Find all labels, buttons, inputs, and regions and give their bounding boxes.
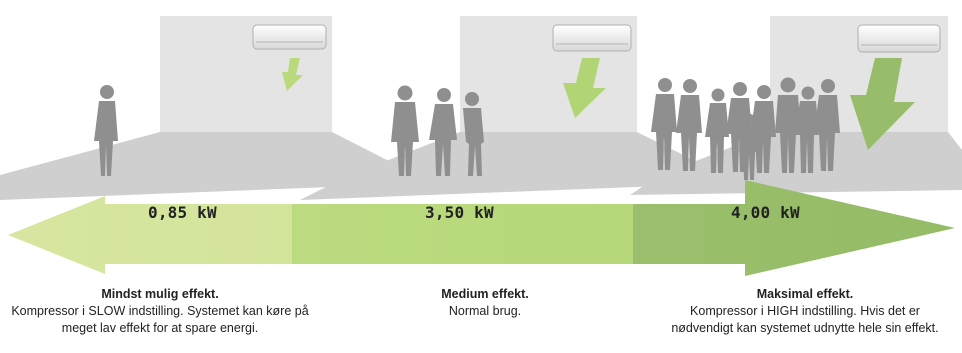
description-line: meget lav effekt for at spare energi.	[61, 321, 259, 335]
description-high: Maksimal effekt. Kompressor i HIGH indst…	[652, 286, 958, 337]
room-medium	[300, 16, 740, 200]
people-room-high	[651, 77, 840, 180]
description-line: Kompressor i SLOW indstilling. Systemet …	[11, 304, 309, 318]
air-conditioner-icon	[857, 24, 941, 53]
description-medium: Medium effekt. Normal brug.	[385, 286, 585, 320]
person-silhouette-icon	[775, 77, 801, 173]
power-value-slow: 0,85 kW	[148, 203, 217, 222]
air-conditioner-icon	[552, 24, 632, 52]
description-line: Normal brug.	[448, 304, 522, 318]
airflow-arrow-icon	[850, 58, 915, 150]
person-silhouette-icon	[814, 79, 840, 171]
person-silhouette-icon	[795, 86, 819, 173]
person-silhouette-icon	[739, 114, 759, 180]
person-silhouette-icon	[463, 92, 484, 176]
person-silhouette-icon	[429, 88, 457, 176]
airflow-arrow-icon	[282, 58, 303, 91]
person-silhouette-icon	[705, 88, 729, 173]
people-room-slow	[94, 85, 118, 176]
description-line: Kompressor i HIGH indstilling. Hvis det …	[690, 304, 920, 318]
airflow-arrow-icon	[563, 58, 606, 118]
description-slow: Mindst mulig effekt. Kompressor i SLOW i…	[10, 286, 310, 337]
person-silhouette-icon	[676, 79, 702, 171]
room-floor	[630, 132, 962, 195]
description-title: Mindst mulig effekt.	[101, 287, 219, 301]
description-line: nødvendigt kan systemet udnytte hele sin…	[671, 321, 939, 335]
power-value-medium: 3,50 kW	[425, 203, 494, 222]
person-silhouette-icon	[651, 78, 677, 170]
capacity-double-arrow	[8, 180, 955, 276]
people-room-medium	[391, 85, 484, 176]
description-title: Medium effekt.	[441, 287, 529, 301]
person-silhouette-icon	[94, 85, 118, 176]
room-floor	[300, 132, 740, 200]
air-conditioner-icon	[252, 24, 327, 50]
description-title: Maksimal effekt.	[756, 287, 854, 301]
person-silhouette-icon	[750, 85, 776, 173]
power-value-high: 4,00 kW	[731, 203, 800, 222]
person-silhouette-icon	[391, 85, 419, 176]
